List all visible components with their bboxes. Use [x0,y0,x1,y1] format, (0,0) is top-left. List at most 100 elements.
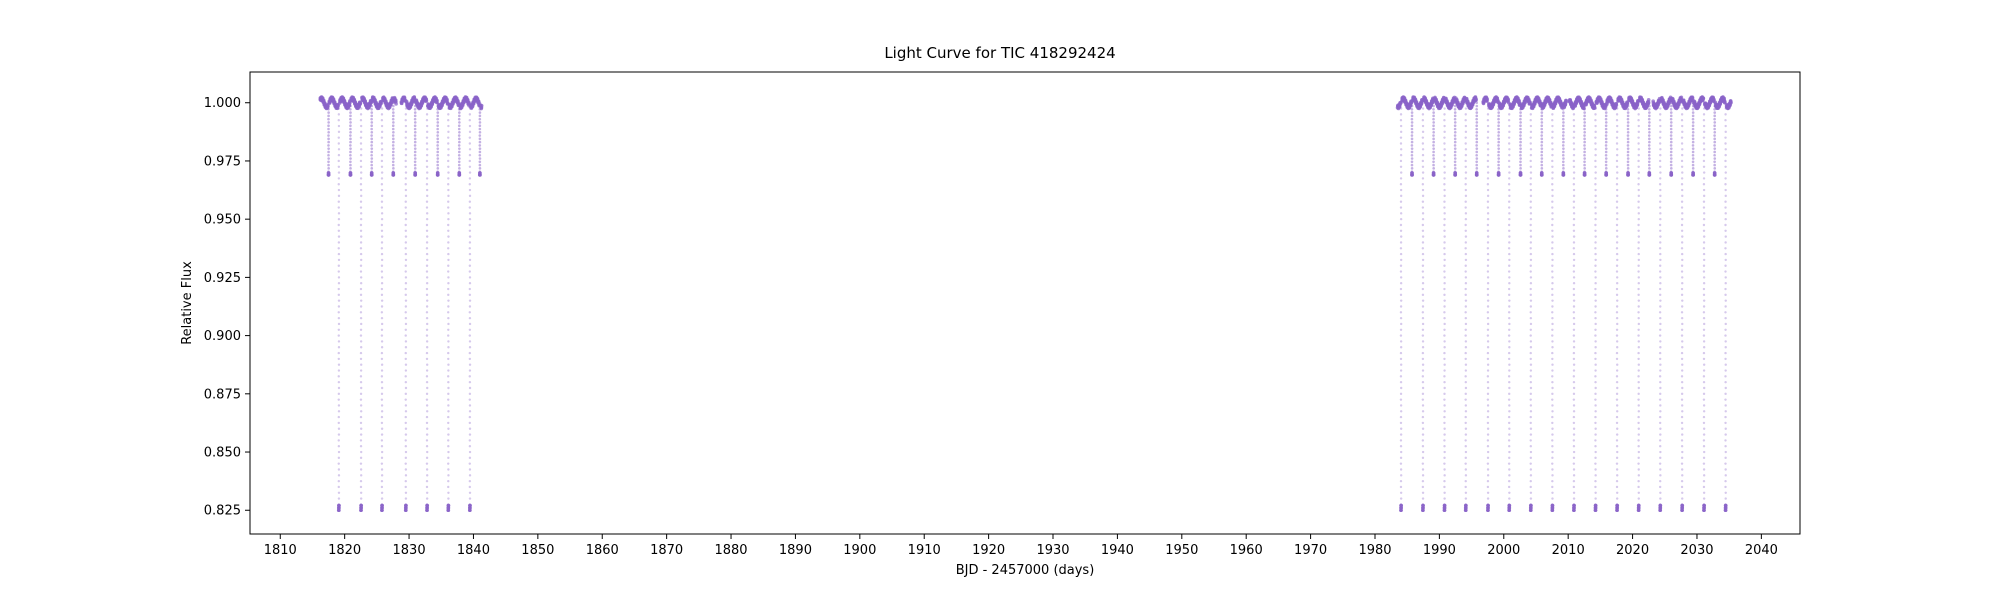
data-point [1659,299,1662,302]
data-point [1702,427,1706,430]
data-point [1626,147,1630,150]
data-point [1572,282,1576,285]
data-point [1421,474,1425,477]
data-point [1464,316,1468,320]
data-point [370,160,373,164]
data-point [1702,130,1706,134]
data-point [1691,167,1695,170]
data-point [1637,124,1640,128]
data-point [349,124,352,128]
data-point [1399,392,1403,396]
data-point [1669,137,1673,141]
data-point [1615,241,1619,244]
data-point [468,427,472,430]
data-point [1464,252,1468,256]
data-point [1669,153,1673,157]
data-point [1658,375,1662,378]
data-point [1453,130,1457,134]
data-point [1562,121,1565,124]
data-point [359,217,363,221]
data-point [1551,316,1554,320]
data-point [380,433,384,436]
data-point [380,293,384,297]
data-point [468,445,472,448]
data-point [404,351,407,355]
data-point [1508,316,1511,320]
data-point [1432,140,1435,144]
data-point [1421,188,1425,192]
data-point [425,113,429,116]
data-point [1594,159,1597,163]
data-point [436,101,440,105]
data-point [1572,130,1576,134]
data-point [447,107,450,110]
data-point [1399,340,1403,343]
x-tick-label: 2040 [1745,543,1778,558]
data-point [1529,287,1532,291]
data-point [327,111,330,114]
data-point [425,456,429,460]
data-point [337,200,340,203]
data-point [413,137,417,141]
data-point [1464,305,1468,308]
data-point [1572,322,1576,326]
data-point [1529,299,1533,302]
data-point [337,159,340,163]
data-point [1551,479,1554,483]
data-point [1475,153,1478,157]
data-point [1594,293,1597,297]
data-point [1723,503,1728,508]
data-point [1713,153,1716,157]
data-point [426,322,429,326]
data-point [327,117,330,121]
data-point [392,157,395,160]
data-point [1443,217,1446,221]
data-point [436,147,440,150]
data-point [447,346,450,349]
data-point [1594,276,1597,279]
data-point [1508,340,1511,343]
data-point [380,270,384,273]
data-point [1637,462,1640,465]
data-point [425,136,429,139]
data-point [1410,130,1414,134]
data-point [1594,369,1597,372]
data-point [1508,369,1511,372]
data-point [1529,427,1533,430]
data-point [1529,223,1532,227]
data-point [1508,276,1511,279]
data-point [1647,173,1652,177]
data-point [1421,392,1425,396]
data-point [327,160,330,164]
data-point [1443,119,1446,122]
data-point [360,386,363,390]
data-point [359,223,363,227]
data-point [349,114,352,118]
data-point [1691,140,1695,144]
data-point [404,445,408,448]
data-point [380,153,384,157]
data-point [447,311,450,314]
data-point [1669,117,1673,121]
data-point [1474,97,1478,102]
data-point [380,357,384,361]
data-point [1594,200,1597,203]
data-point [1604,144,1608,147]
data-point [1475,124,1478,128]
data-point [1529,363,1533,366]
data-point [1691,114,1695,118]
data-point [1507,351,1511,355]
data-point [380,456,384,460]
data-point [1443,212,1446,215]
data-point [1551,212,1554,215]
data-point [1594,410,1597,413]
data-point [1637,398,1640,401]
data-point [1604,150,1608,154]
data-point [447,363,450,366]
data-point [1421,503,1425,508]
data-point [1637,188,1640,192]
x-tick-label: 1820 [328,543,361,558]
data-point [447,450,450,454]
data-point [1551,334,1554,337]
data-point [1486,287,1490,291]
